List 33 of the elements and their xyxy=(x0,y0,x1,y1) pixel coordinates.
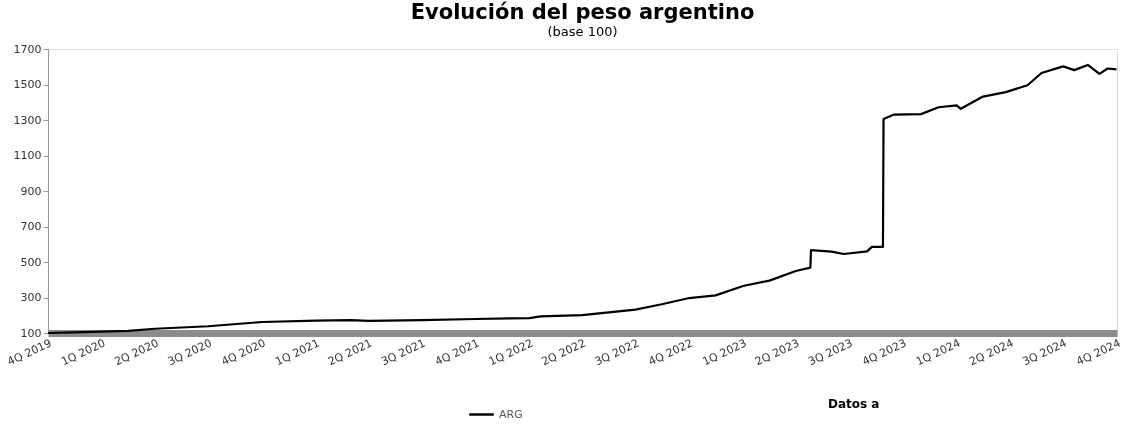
y-tick-label: 1500 xyxy=(13,78,42,91)
x-tick-label: 4Q 2020 xyxy=(219,336,268,369)
x-tick-label: 2Q 2024 xyxy=(967,336,1016,369)
y-tick-label: 1700 xyxy=(13,42,42,56)
x-tick-label: 1Q 2020 xyxy=(59,336,108,369)
x-tick-label: 3Q 2022 xyxy=(592,336,642,369)
text: Datos a xyxy=(828,397,880,411)
x-tick-label: 2Q 2023 xyxy=(753,336,802,369)
x-tick-label: 2Q 2020 xyxy=(112,336,161,369)
x-tick-label: 1Q 2024 xyxy=(914,336,963,369)
x-tick-label: 3Q 2024 xyxy=(1020,336,1069,369)
x-tick-label: 3Q 2021 xyxy=(379,336,428,369)
x-tick-label: 1Q 2022 xyxy=(486,336,536,369)
x-tick-label: 3Q 2023 xyxy=(806,336,855,369)
y-tick-label: 1300 xyxy=(13,113,42,127)
x-tick-label: 2Q 2021 xyxy=(325,336,375,369)
line-series xyxy=(46,63,1118,335)
y-tick-label: 700 xyxy=(20,220,42,233)
x-tick-label: 4Q 2022 xyxy=(646,336,695,369)
x-tick-label: 2Q 2022 xyxy=(539,336,588,369)
x-tick-label: 4Q 2023 xyxy=(860,336,909,369)
y-tick-label: 500 xyxy=(20,255,42,269)
x-tick-label: 4Q 2024 xyxy=(1074,336,1123,369)
x-tick-label: 1Q 2023 xyxy=(700,336,749,369)
chart-title: Evolución del peso argentino xyxy=(410,0,755,24)
y-tick-label: 1100 xyxy=(13,149,42,162)
legend-label: ARG xyxy=(499,407,523,421)
x-tick-label: 1Q 2021 xyxy=(273,336,322,369)
y-tick-label: 300 xyxy=(20,291,42,304)
y-tick-label: 900 xyxy=(20,184,42,198)
chart-subtitle: (base 100) xyxy=(547,24,618,39)
x-tick-label: 3Q 2020 xyxy=(165,336,214,369)
x-tick-label: 4Q 2021 xyxy=(433,336,482,369)
